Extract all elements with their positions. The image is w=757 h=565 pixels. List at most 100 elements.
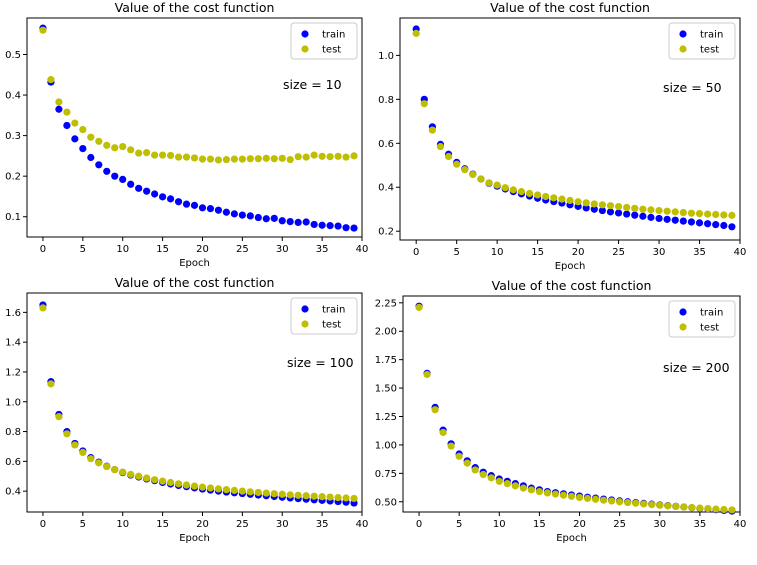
x-tick-label: 5 (80, 244, 86, 255)
x-tick-label: 0 (40, 519, 46, 530)
y-tick-label: 0.8 (378, 95, 394, 106)
data-point-test (95, 459, 103, 467)
data-point-test (39, 304, 47, 312)
data-point-train (174, 198, 183, 206)
x-tick-label: 10 (491, 247, 504, 258)
legend-label: test (322, 45, 341, 56)
data-point-test (720, 505, 728, 514)
data-point-test (174, 480, 183, 488)
data-point-train (222, 208, 230, 216)
x-tick-label: 20 (196, 519, 209, 530)
data-point-test (453, 160, 461, 168)
data-point-test (246, 488, 254, 496)
chart-title: Value of the cost function (490, 0, 650, 15)
data-point-test (614, 202, 623, 211)
data-point-test (519, 484, 527, 492)
data-point-train (712, 221, 720, 229)
data-point-test (664, 502, 672, 510)
y-tick-label: 1.50 (375, 384, 397, 395)
legend-label: test (700, 323, 719, 334)
data-point-test (103, 141, 111, 149)
data-point-test (39, 26, 47, 34)
data-point-test (503, 479, 511, 488)
y-tick-label: 0.2 (5, 172, 21, 183)
data-point-test (55, 413, 63, 421)
data-point-test (501, 184, 509, 192)
data-point-test (318, 493, 326, 501)
data-point-test (342, 153, 350, 161)
x-axis-label: Epoch (556, 533, 587, 544)
data-point-train (695, 219, 704, 227)
data-point-test (493, 181, 501, 189)
data-point-test (318, 152, 326, 160)
x-tick-label: 25 (236, 244, 249, 255)
data-point-test (350, 494, 358, 503)
data-point-test (463, 459, 471, 467)
data-point-test (182, 481, 191, 489)
data-point-train (262, 215, 270, 223)
data-point-train (79, 144, 87, 153)
data-point-train (246, 212, 254, 220)
x-tick-label: 25 (612, 247, 625, 258)
data-point-test (624, 498, 632, 507)
data-point-test (143, 149, 151, 157)
data-point-test (606, 202, 615, 210)
data-point-test (190, 482, 199, 490)
x-tick-label: 35 (316, 519, 329, 530)
data-point-train (614, 209, 623, 217)
x-tick-label: 20 (572, 247, 585, 258)
x-tick-label: 10 (116, 244, 129, 255)
data-point-train (238, 211, 246, 219)
data-point-train (582, 204, 590, 212)
y-tick-label: 1.0 (378, 51, 394, 62)
data-point-test (574, 198, 582, 206)
data-point-test (439, 428, 447, 437)
data-point-test (647, 206, 655, 214)
data-point-test (712, 210, 720, 219)
data-point-train (87, 153, 95, 162)
plot-frame (26, 17, 363, 238)
data-point-test (262, 489, 270, 497)
data-point-test (151, 151, 159, 159)
data-point-test (648, 501, 656, 509)
data-point-train (214, 206, 223, 214)
chart-title: Value of the cost function (492, 278, 652, 293)
data-point-test (415, 303, 423, 311)
data-point-test (687, 209, 696, 217)
data-point-test (222, 486, 230, 494)
y-tick-label: 1.6 (5, 308, 21, 319)
data-point-train (55, 105, 63, 113)
x-tick-label: 0 (416, 519, 422, 530)
data-point-train (704, 220, 712, 228)
data-point-test (190, 154, 199, 162)
size-annotation: size = 100 (287, 355, 354, 370)
legend-marker-train (679, 308, 687, 316)
data-point-train (286, 217, 294, 226)
data-point-test (47, 380, 55, 388)
data-point-test (455, 452, 463, 460)
data-point-train (663, 215, 671, 223)
data-point-train (127, 180, 135, 188)
data-point-test (728, 506, 736, 514)
data-point-test (558, 195, 566, 203)
data-point-test (663, 207, 671, 215)
data-point-train (679, 217, 687, 225)
data-point-train (270, 214, 278, 222)
size-annotation: size = 10 (283, 77, 342, 92)
data-point-test (720, 211, 728, 219)
legend-marker-test (301, 45, 309, 53)
y-tick-label: 1.00 (375, 440, 397, 451)
data-point-test (542, 192, 550, 201)
data-point-train (655, 214, 663, 223)
data-point-test (559, 491, 568, 499)
y-tick-label: 2.25 (375, 298, 397, 309)
y-tick-label: 0.6 (5, 457, 21, 468)
data-point-train (103, 167, 111, 175)
data-point-test (111, 144, 119, 152)
x-tick-label: 15 (156, 244, 169, 255)
data-point-test (656, 501, 664, 509)
data-point-train (334, 222, 342, 230)
data-point-test (278, 154, 286, 162)
data-point-test (326, 493, 334, 501)
data-point-test (334, 152, 342, 160)
